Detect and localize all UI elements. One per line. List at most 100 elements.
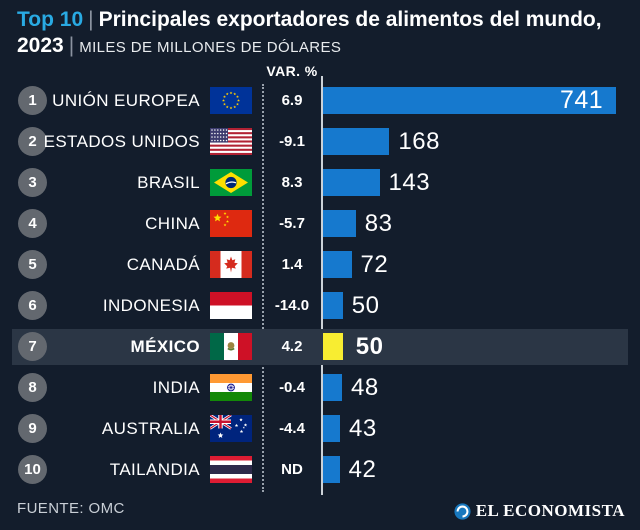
rank-number: 2 bbox=[28, 133, 37, 150]
rank-badge: 10 bbox=[18, 455, 47, 484]
rank-badge: 1 bbox=[18, 86, 47, 115]
value-bar bbox=[323, 87, 616, 114]
var-percent-value: 1.4 bbox=[281, 256, 303, 273]
mx-flag-icon bbox=[210, 333, 252, 360]
rank-number: 5 bbox=[28, 256, 37, 273]
rank-number: 10 bbox=[24, 461, 41, 478]
bar-container: 741 bbox=[323, 86, 616, 114]
value-label: 741 bbox=[560, 86, 604, 114]
rank-number: 1 bbox=[28, 92, 37, 109]
title-main: Principales exportadores de alimentos de… bbox=[17, 8, 602, 57]
bar-container: 83 bbox=[323, 210, 393, 237]
value-bar bbox=[323, 251, 352, 278]
rank-badge: 5 bbox=[18, 250, 47, 279]
var-percent-value: -9.1 bbox=[279, 133, 305, 150]
country-label: INDONESIA bbox=[102, 296, 200, 315]
var-percent-value: 4.2 bbox=[281, 338, 303, 355]
value-label: 72 bbox=[360, 250, 389, 278]
rank-number: 9 bbox=[28, 420, 37, 437]
var-percent-value: 8.3 bbox=[281, 174, 303, 191]
source-note: FUENTE: OMC bbox=[17, 500, 125, 517]
table-row: 2 ESTADOS UNIDOS -9.1 168 bbox=[10, 121, 628, 162]
country-label: ESTADOS UNIDOS bbox=[43, 132, 200, 151]
value-bar bbox=[323, 210, 356, 237]
rank-number: 3 bbox=[28, 174, 37, 191]
rank-badge: 2 bbox=[18, 127, 47, 156]
rank-number: 4 bbox=[28, 215, 37, 232]
value-label: 42 bbox=[348, 455, 377, 483]
rank-badge: 6 bbox=[18, 291, 47, 320]
country-label: AUSTRALIA bbox=[101, 419, 200, 438]
var-percent-value: -5.7 bbox=[279, 215, 305, 232]
bar-container: 143 bbox=[323, 169, 430, 196]
in-flag-icon bbox=[210, 374, 252, 401]
cn-flag-icon bbox=[210, 210, 252, 237]
table-row: 4 CHINA -5.7 83 bbox=[10, 203, 628, 244]
page-title: Top 10 | Principales exportadores de alime… bbox=[17, 7, 615, 61]
country-label: MÉXICO bbox=[130, 337, 200, 356]
country-label: CHINA bbox=[145, 214, 200, 233]
ranking-list: 1 UNIÓN EUROPEA 6.9 741 2 ESTADOS UNIDOS… bbox=[10, 80, 628, 490]
table-row: 1 UNIÓN EUROPEA 6.9 741 bbox=[10, 80, 628, 121]
country-label: BRASIL bbox=[137, 173, 200, 192]
value-bar bbox=[323, 333, 343, 360]
table-row: 10 TAILANDIA ND 42 bbox=[10, 449, 628, 490]
bar-container: 50 bbox=[323, 333, 384, 360]
value-bar bbox=[323, 128, 390, 155]
au-flag-icon bbox=[210, 415, 252, 442]
rank-number: 6 bbox=[28, 297, 37, 314]
value-label: 168 bbox=[398, 127, 440, 155]
bar-container: 50 bbox=[323, 292, 380, 319]
br-flag-icon bbox=[210, 169, 252, 196]
var-percent-value: ND bbox=[281, 461, 303, 478]
bar-container: 72 bbox=[323, 251, 388, 278]
rank-badge: 8 bbox=[18, 373, 47, 402]
el-economista-icon bbox=[454, 502, 471, 520]
bar-container: 43 bbox=[323, 415, 377, 442]
table-row: 5 CANADÁ 1.4 72 bbox=[10, 244, 628, 285]
rank-badge: 4 bbox=[18, 209, 47, 238]
value-label: 50 bbox=[351, 291, 380, 319]
bar-container: 168 bbox=[323, 128, 440, 155]
value-bar bbox=[323, 456, 340, 483]
us-flag-icon bbox=[210, 128, 252, 155]
value-bar bbox=[323, 292, 343, 319]
country-label: UNIÓN EUROPEA bbox=[52, 91, 200, 110]
country-label: TAILANDIA bbox=[109, 460, 200, 479]
brand-logo: EL ECONOMISTA bbox=[454, 501, 625, 521]
eu-flag-icon bbox=[210, 87, 252, 114]
value-label: 48 bbox=[351, 373, 379, 401]
table-row: 6 INDONESIA -14.0 50 bbox=[10, 285, 628, 326]
table-row: 8 INDIA -0.4 48 bbox=[10, 367, 628, 408]
bar-container: 42 bbox=[323, 456, 376, 483]
bar-container: 48 bbox=[323, 374, 379, 401]
title-separator-2: | bbox=[68, 34, 75, 57]
column-divider-dotted-line bbox=[262, 84, 264, 492]
th-flag-icon bbox=[210, 456, 252, 483]
country-label: INDIA bbox=[152, 378, 200, 397]
rank-badge: 9 bbox=[18, 414, 47, 443]
rank-badge: 7 bbox=[18, 332, 47, 361]
value-bar bbox=[323, 415, 340, 442]
table-row: 9 AUSTRALIA -4.4 43 bbox=[10, 408, 628, 449]
table-row: 3 BRASIL 8.3 143 bbox=[10, 162, 628, 203]
rank-badge: 3 bbox=[18, 168, 47, 197]
bar-baseline-axis bbox=[321, 76, 323, 495]
ca-flag-icon bbox=[210, 251, 252, 278]
var-column-header: VAR. % bbox=[266, 63, 318, 79]
country-label: CANADÁ bbox=[126, 255, 200, 274]
var-percent-value: 6.9 bbox=[281, 92, 303, 109]
value-label: 50 bbox=[355, 332, 384, 360]
var-percent-value: -0.4 bbox=[279, 379, 305, 396]
value-bar bbox=[323, 374, 342, 401]
brand-name: EL ECONOMISTA bbox=[475, 501, 625, 520]
title-unit: MILES DE MILLONES DE DÓLARES bbox=[79, 39, 342, 56]
value-label: 43 bbox=[349, 414, 377, 442]
rank-number: 8 bbox=[28, 379, 37, 396]
id-flag-icon bbox=[210, 292, 252, 319]
title-separator: | bbox=[88, 8, 94, 31]
value-bar bbox=[323, 169, 380, 196]
value-label: 83 bbox=[364, 209, 393, 237]
rank-number: 7 bbox=[28, 338, 37, 355]
